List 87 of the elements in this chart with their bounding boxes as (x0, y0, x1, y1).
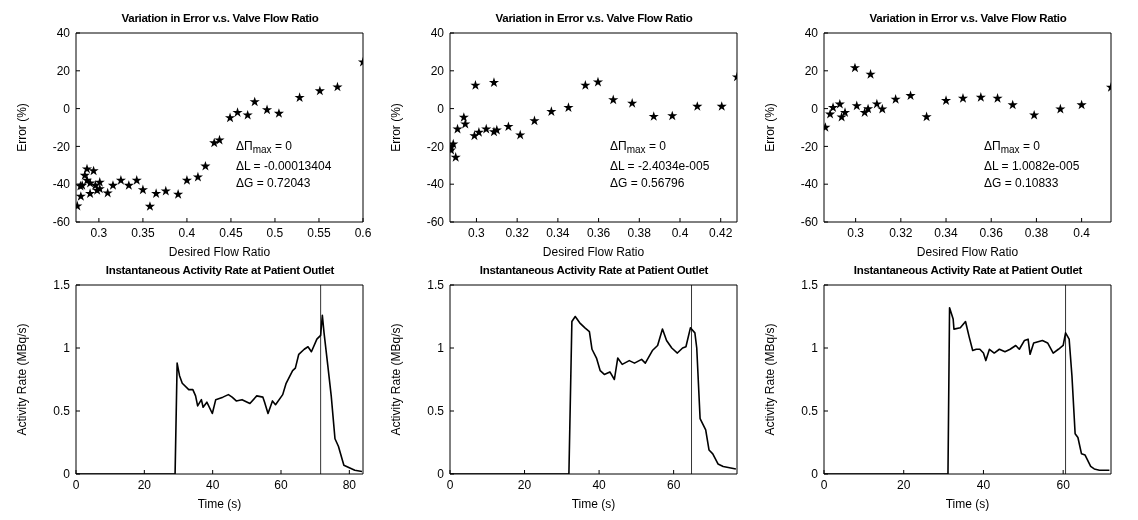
x-tick-label: 0.3 (90, 225, 108, 240)
y-tick-label: 0.5 (53, 404, 71, 419)
y-axis-title: Error (%) (15, 103, 30, 152)
y-tick-label: 0 (63, 467, 71, 482)
y-tick-label: -40 (52, 177, 71, 192)
y-tick-label: 40 (430, 26, 445, 41)
y-tick-label: 0 (811, 467, 819, 482)
y-tick-label: 0 (437, 467, 445, 482)
y-tick-label: 1.5 (427, 278, 445, 293)
x-tick-label: 20 (517, 477, 532, 492)
y-tick-label: -40 (800, 177, 819, 192)
chart-title: Variation in Error v.s. Valve Flow Ratio (868, 12, 1068, 24)
x-tick-label: 0.5 (266, 225, 284, 240)
x-tick-label: 40 (592, 477, 607, 492)
annotation: ΔΠ$_{max}$ = 0 (984, 138, 1041, 158)
annotation: ΔG = 0.72043 (236, 175, 312, 193)
x-tick-label: 0.38 (627, 225, 652, 240)
y-tick-label: 40 (804, 26, 819, 41)
x-axis-title: Desired Flow Ratio (916, 245, 1019, 259)
annotation: ΔΠ$_{max}$ = 0 (610, 138, 667, 158)
y-tick-label: 0 (63, 101, 71, 116)
y-tick-label: 0.5 (801, 404, 819, 419)
y-tick-label: -20 (52, 139, 71, 154)
x-tick-label: 80 (342, 477, 357, 492)
y-tick-label: -20 (800, 139, 819, 154)
y-axis-title: Activity Rate (MBq/s) (15, 323, 30, 436)
y-tick-label: 0.5 (427, 404, 445, 419)
x-tick-label: 0.34 (546, 225, 570, 240)
y-tick-label: 1 (811, 341, 819, 356)
y-tick-label: 40 (56, 26, 71, 41)
y-tick-label: -40 (426, 177, 445, 192)
x-tick-label: 0.38 (1024, 225, 1049, 240)
y-tick-label: 1 (437, 341, 445, 356)
x-tick-label: 0.32 (889, 225, 913, 240)
y-tick-label: 0 (437, 101, 445, 116)
chart-title: Instantaneous Activity Rate at Patient Outlet (478, 264, 710, 276)
y-tick-label: 20 (430, 64, 445, 79)
chart-title: Variation in Error v.s. Valve Flow Ratio (494, 12, 694, 24)
x-tick-label: 0.3 (468, 225, 486, 240)
x-tick-label: 40 (976, 477, 991, 492)
annotation: ΔG = 0.10833 (984, 175, 1060, 193)
y-tick-label: 0 (811, 101, 819, 116)
y-axis-title: Error (%) (389, 103, 404, 152)
x-tick-label: 0.32 (505, 225, 530, 240)
x-tick-label: 0.6 (354, 225, 372, 240)
x-tick-label: 0.45 (219, 225, 243, 240)
x-tick-label: 0.4 (1073, 225, 1091, 240)
x-tick-label: 0.4 (671, 225, 689, 240)
y-tick-label: 20 (804, 64, 819, 79)
x-axis-title: Time (s) (945, 497, 990, 511)
chart-title: Variation in Error v.s. Valve Flow Ratio (120, 12, 320, 24)
annotation: ΔG = 0.56796 (610, 175, 686, 193)
x-tick-label: 0.42 (709, 225, 733, 240)
annotation: ΔL = 1.0082e-005 (984, 158, 1080, 176)
y-tick-label: 1.5 (801, 278, 819, 293)
x-axis-title: Time (s) (197, 497, 242, 511)
y-tick-label: 1 (63, 341, 71, 356)
annotation: ΔΠ$_{max}$ = 0 (236, 138, 293, 158)
x-axis-title: Desired Flow Ratio (168, 245, 271, 259)
chart-title: Instantaneous Activity Rate at Patient Outlet (852, 264, 1084, 276)
x-tick-label: 0.35 (131, 225, 155, 240)
annotation: ΔL = -2.4034e-005 (610, 158, 710, 176)
x-tick-label: 60 (274, 477, 288, 492)
x-tick-label: 0.3 (847, 225, 865, 240)
y-tick-label: -60 (426, 215, 445, 230)
y-axis-title: Error (%) (763, 103, 778, 152)
y-tick-label: -60 (800, 215, 819, 230)
y-axis-title: Activity Rate (MBq/s) (763, 323, 778, 436)
x-tick-label: 20 (897, 477, 911, 492)
x-tick-label: 60 (1056, 477, 1071, 492)
x-axis-title: Time (s) (571, 497, 616, 511)
x-tick-label: 0.55 (307, 225, 331, 240)
x-tick-label: 40 (205, 477, 220, 492)
x-tick-label: 0.34 (934, 225, 959, 240)
chart-title: Instantaneous Activity Rate at Patient Outlet (104, 264, 336, 276)
x-tick-label: 20 (137, 477, 152, 492)
x-tick-label: 0.36 (979, 225, 1004, 240)
y-tick-label: 20 (56, 64, 71, 79)
x-tick-label: 0.36 (586, 225, 611, 240)
x-tick-label: 60 (666, 477, 681, 492)
y-tick-label: -60 (52, 215, 71, 230)
y-tick-label: 1.5 (53, 278, 71, 293)
x-axis-title: Desired Flow Ratio (542, 245, 645, 259)
annotation: ΔL = -0.00013404 (236, 158, 332, 176)
y-axis-title: Activity Rate (MBq/s) (389, 323, 404, 436)
y-tick-label: -20 (426, 139, 445, 154)
x-tick-label: 0.4 (178, 225, 196, 240)
